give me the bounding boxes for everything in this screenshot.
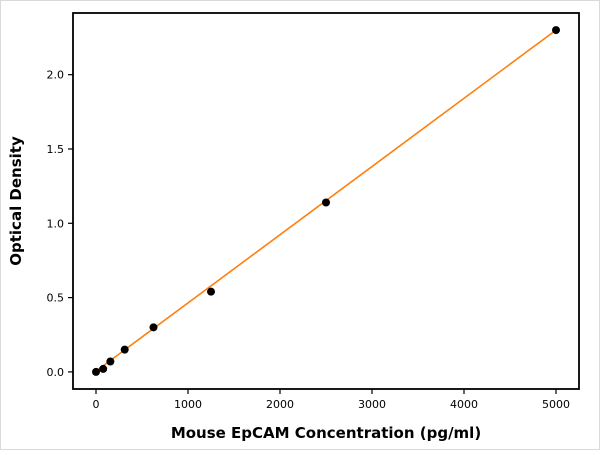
data-series (92, 26, 560, 376)
data-point (120, 345, 129, 354)
x-tick-label: 1000 (174, 398, 202, 411)
data-point (552, 26, 560, 35)
y-tick-label: 0.5 (47, 292, 65, 305)
x-tick-label: 2000 (266, 398, 294, 411)
x-tick-label: 4000 (450, 398, 478, 411)
axis-ticks: 0 1000 2000 3000 4000 5000 0.0 0.5 1.0 1.5 2.0 (47, 69, 571, 411)
data-point (207, 287, 215, 296)
data-point (322, 198, 330, 207)
x-tick-label: 0 (93, 398, 100, 411)
data-point (92, 367, 100, 376)
y-axis-label: Optical Density (7, 136, 25, 266)
data-point (106, 357, 115, 366)
data-point (149, 323, 158, 332)
data-point (99, 364, 108, 373)
y-tick-label: 1.5 (47, 143, 65, 156)
x-axis-label: Mouse EpCAM Concentration (pg/ml) (171, 424, 481, 442)
x-tick-label: 5000 (542, 398, 570, 411)
y-tick-label: 0.0 (47, 366, 65, 379)
y-tick-label: 2.0 (47, 69, 65, 82)
y-tick-label: 1.0 (47, 217, 65, 230)
x-tick-label: 3000 (358, 398, 386, 411)
